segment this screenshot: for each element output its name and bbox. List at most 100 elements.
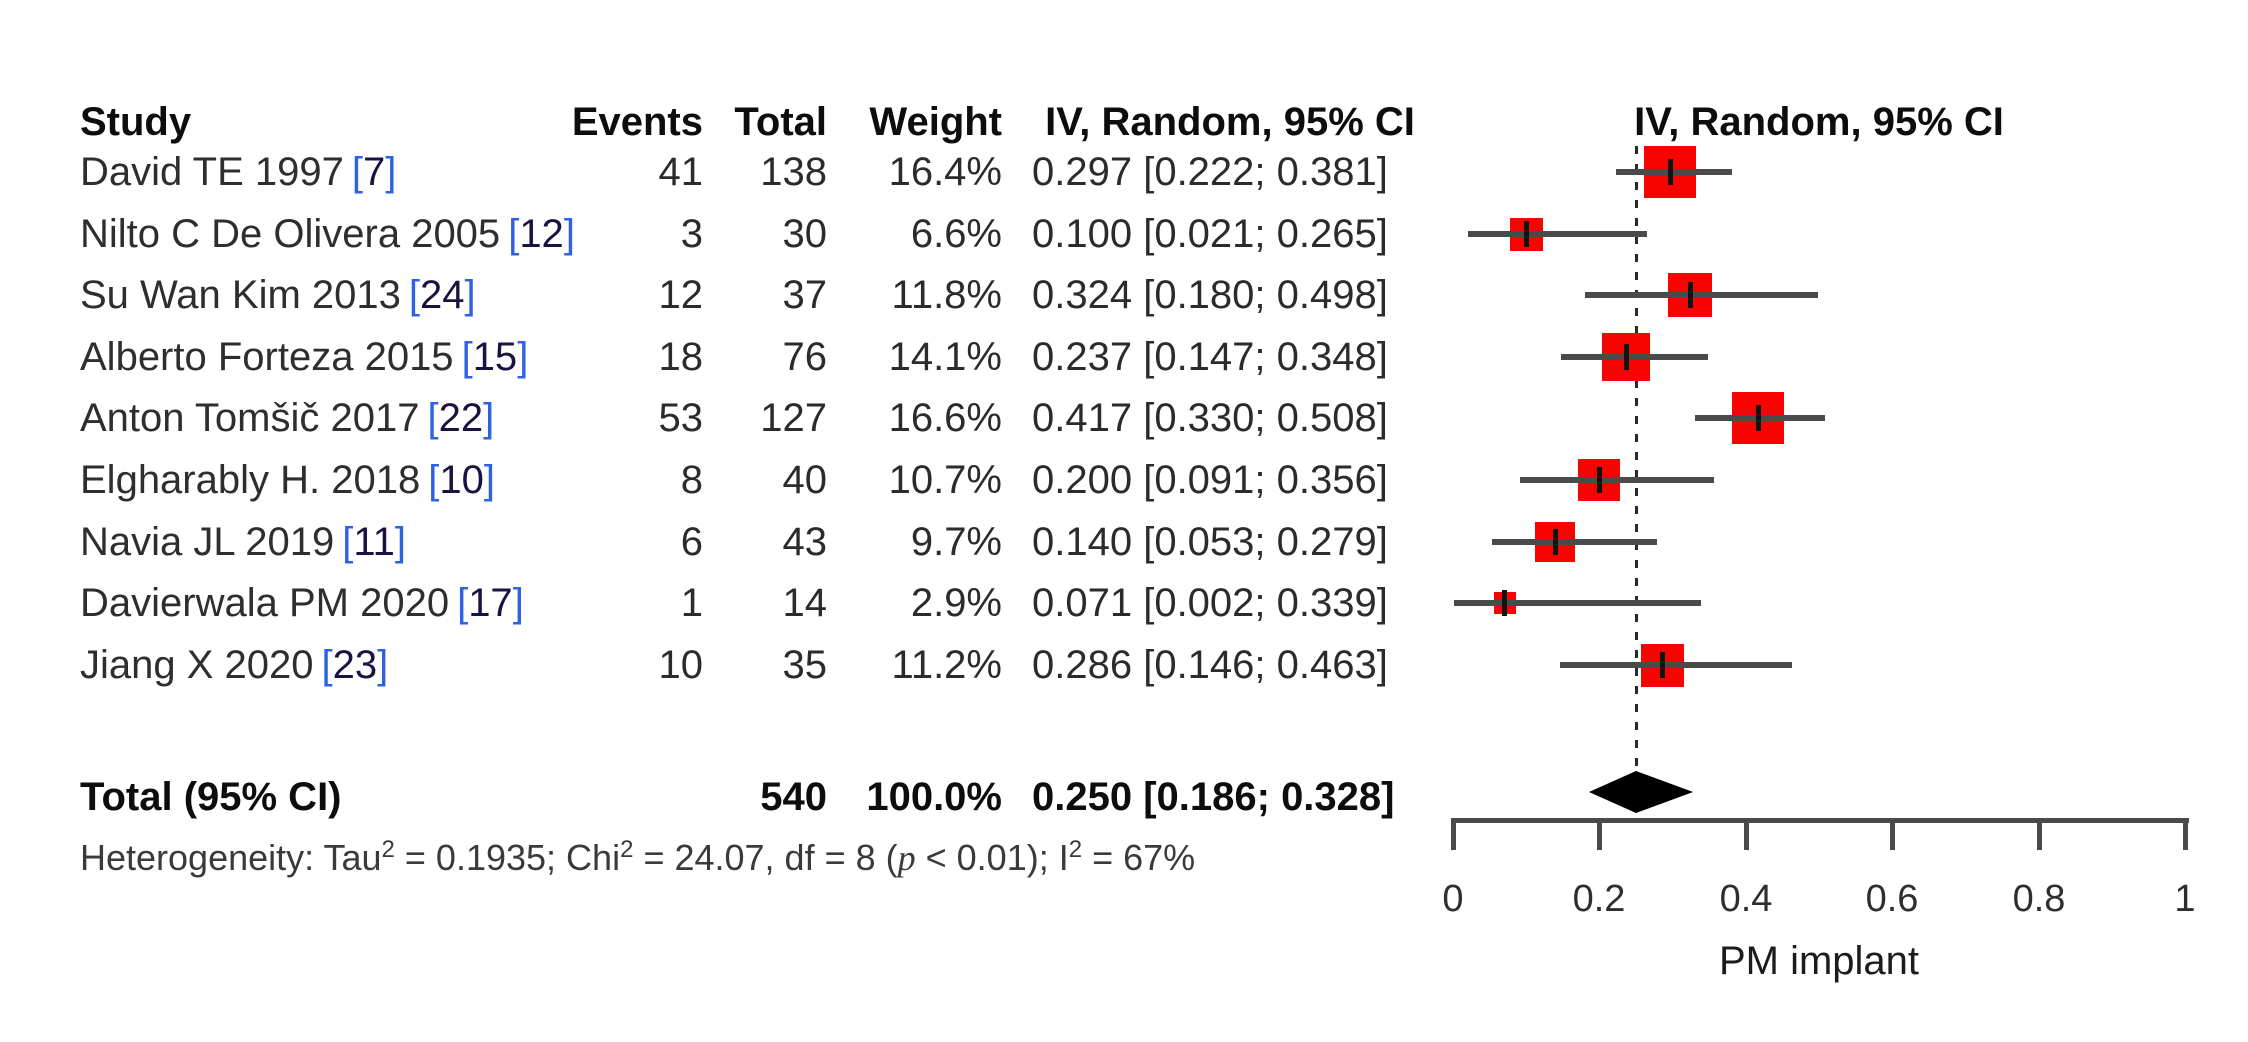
table-row-study: Su Wan Kim 2013 [24] xyxy=(80,272,720,318)
citation-link[interactable]: [24] xyxy=(408,273,476,317)
het-sup: 2 xyxy=(620,836,634,863)
citation-link[interactable]: [11] xyxy=(342,520,407,564)
study-label: Nilto C De Olivera 2005 xyxy=(80,212,501,256)
table-row-study: Navia JL 2019 [11] xyxy=(80,519,720,565)
table-row-weight: 11.2% xyxy=(891,643,1002,687)
x-axis-label: PM implant xyxy=(1718,939,1920,983)
ci-line xyxy=(1559,662,1792,668)
table-row-events: 41 xyxy=(658,150,704,194)
ci-line xyxy=(1584,292,1818,298)
col-header-total: Total xyxy=(734,100,827,144)
axis-tick xyxy=(1744,818,1749,850)
het-text: = 67% xyxy=(1082,837,1196,878)
table-row-study: Anton Tomšič 2017 [22] xyxy=(80,395,720,441)
study-label: Anton Tomšič 2017 xyxy=(80,396,420,440)
table-row-events: 18 xyxy=(658,335,704,379)
table-row-total: 40 xyxy=(782,458,828,502)
het-p-value: p xyxy=(897,838,916,878)
axis-tick-label: 0.4 xyxy=(1719,878,1773,920)
pooled-diamond xyxy=(1589,771,1693,813)
point-estimate-tick xyxy=(1756,405,1761,431)
study-label: Jiang X 2020 xyxy=(80,643,314,687)
table-row-total: 76 xyxy=(782,335,828,379)
het-text: = 0.1935; Chi xyxy=(394,837,621,878)
table-row-events: 3 xyxy=(680,212,703,256)
table-row-events: 53 xyxy=(658,396,704,440)
table-row-study: Alberto Forteza 2015 [15] xyxy=(80,334,720,380)
citation-link[interactable]: [10] xyxy=(428,458,495,502)
table-row-study: Jiang X 2020 [23] xyxy=(80,642,720,688)
citation-link[interactable]: [17] xyxy=(457,581,524,625)
table-row-weight: 14.1% xyxy=(888,335,1002,379)
col-header-study: Study xyxy=(80,100,192,144)
table-row-events: 10 xyxy=(658,643,704,687)
axis-tick-label: 1 xyxy=(2174,878,2196,920)
table-row-weight: 10.7% xyxy=(888,458,1002,502)
table-row-weight: 16.4% xyxy=(888,150,1002,194)
point-estimate-tick xyxy=(1668,159,1673,185)
table-row-events: 12 xyxy=(658,273,704,317)
table-row-study: David TE 1997 [7] xyxy=(80,149,720,195)
ci-line xyxy=(1519,477,1714,483)
citation-link[interactable]: [15] xyxy=(461,335,529,379)
table-row-weight: 16.6% xyxy=(888,396,1002,440)
table-row-total: 37 xyxy=(782,273,828,317)
table-row-total: 127 xyxy=(760,396,827,440)
table-row-events: 8 xyxy=(680,458,703,502)
citation-link[interactable]: [23] xyxy=(321,643,389,687)
table-row-total: 14 xyxy=(782,581,828,625)
col-header-weight: Weight xyxy=(869,100,1002,144)
heterogeneity-note: Heterogeneity: Tau2 = 0.1935; Chi2 = 24.… xyxy=(80,836,1195,880)
table-row-ci: 0.200 [0.091; 0.356] xyxy=(1032,458,1388,502)
table-row-weight: 11.8% xyxy=(891,273,1002,317)
table-row-weight: 9.7% xyxy=(910,520,1002,564)
table-row-study: Nilto C De Olivera 2005 [12] xyxy=(80,211,720,257)
axis-tick xyxy=(1451,818,1456,850)
ci-line xyxy=(1615,169,1732,175)
axis-tick-label: 0.8 xyxy=(2012,878,2066,920)
study-label: Su Wan Kim 2013 xyxy=(80,273,401,317)
axis-tick xyxy=(1890,818,1895,850)
table-row-study: Davierwala PM 2020 [17] xyxy=(80,580,720,626)
study-label: Alberto Forteza 2015 xyxy=(80,335,454,379)
axis-tick-label: 0 xyxy=(1442,878,1464,920)
table-row-ci: 0.324 [0.180; 0.498] xyxy=(1032,273,1388,317)
table-row-total: 35 xyxy=(782,643,828,687)
ci-line xyxy=(1491,539,1658,545)
total-row-weight: 100.0% xyxy=(866,775,1002,819)
table-row-study: Elgharably H. 2018 [10] xyxy=(80,457,720,503)
het-sup: 2 xyxy=(381,836,395,863)
total-row-total: 540 xyxy=(760,775,827,819)
ci-line xyxy=(1454,600,1702,606)
het-text: Heterogeneity: Tau xyxy=(80,837,382,878)
het-text: < 0.01); I xyxy=(915,837,1069,878)
point-estimate-tick xyxy=(1660,652,1665,678)
table-row-events: 6 xyxy=(680,520,703,564)
point-estimate-tick xyxy=(1553,529,1558,555)
axis-tick xyxy=(2183,818,2188,850)
point-estimate-tick xyxy=(1624,344,1629,370)
het-text: = 24.07, df = 8 ( xyxy=(633,837,898,878)
plot-header: IV, Random, 95% CI xyxy=(1634,100,2004,144)
axis-tick xyxy=(2037,818,2042,850)
col-header-ci: IV, Random, 95% CI xyxy=(1045,100,1415,144)
table-row-ci: 0.286 [0.146; 0.463] xyxy=(1032,643,1388,687)
reference-line xyxy=(1634,146,1638,770)
study-label: Davierwala PM 2020 xyxy=(80,581,450,625)
table-row-weight: 6.6% xyxy=(910,212,1002,256)
total-row-ci: 0.250 [0.186; 0.328] xyxy=(1032,775,1395,819)
citation-link[interactable]: [22] xyxy=(427,396,495,440)
x-axis-line xyxy=(1453,818,2189,823)
table-row-total: 138 xyxy=(760,150,827,194)
table-row-total: 43 xyxy=(782,520,828,564)
table-row-ci: 0.140 [0.053; 0.279] xyxy=(1032,520,1388,564)
table-row-events: 1 xyxy=(680,581,703,625)
study-label: David TE 1997 xyxy=(80,150,344,194)
table-row-ci: 0.297 [0.222; 0.381] xyxy=(1032,150,1388,194)
table-row-total: 30 xyxy=(782,212,828,256)
citation-link[interactable]: [7] xyxy=(351,150,397,194)
col-header-events: Events xyxy=(571,100,703,144)
point-estimate-tick xyxy=(1688,282,1693,308)
citation-link[interactable]: [12] xyxy=(508,212,575,256)
